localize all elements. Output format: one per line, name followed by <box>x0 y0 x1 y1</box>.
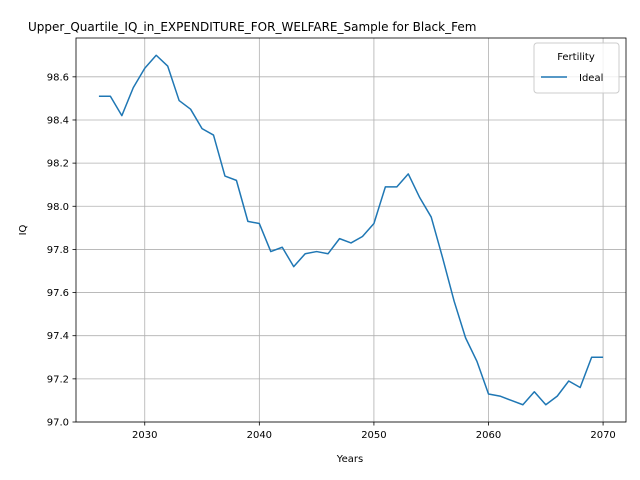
y-tick-label: 98.6 <box>47 72 69 83</box>
series-layer <box>98 54 604 406</box>
y-tick-label: 97.4 <box>47 331 69 342</box>
plot-frame <box>75 37 627 423</box>
y-tick-label: 97.2 <box>47 374 69 385</box>
y-tick-label: 98.0 <box>47 202 69 213</box>
y-axis-label: IQ <box>18 224 29 235</box>
x-tick-label: 2060 <box>476 430 501 441</box>
y-axis: 97.0 97.2 97.4 97.6 97.8 98.0 98.2 98.4 98.6 <box>47 72 76 429</box>
y-tick-label: 97.0 <box>47 418 69 429</box>
x-axis-label: Years <box>336 454 363 465</box>
x-tick-label: 2030 <box>132 430 157 441</box>
y-tick-label: 97.8 <box>47 245 69 256</box>
x-tick-label: 2040 <box>247 430 272 441</box>
grid-lines <box>76 38 626 423</box>
x-tick-label: 2070 <box>590 430 615 441</box>
y-tick-label: 97.6 <box>47 288 69 299</box>
legend-label-ideal: Ideal <box>579 73 603 84</box>
series-line-ideal <box>98 54 604 406</box>
legend-box <box>533 42 620 94</box>
x-tick-label: 2050 <box>361 430 386 441</box>
chart-title: Upper_Quartile_IQ_in_EXPENDITURE_FOR_WEL… <box>28 20 476 34</box>
legend-title: Fertility <box>557 52 595 63</box>
y-tick-label: 98.2 <box>47 159 69 170</box>
x-axis: 2030 2040 2050 2060 2070 <box>132 422 616 441</box>
y-tick-label: 98.4 <box>47 115 69 126</box>
legend: Fertility Ideal <box>533 42 620 94</box>
